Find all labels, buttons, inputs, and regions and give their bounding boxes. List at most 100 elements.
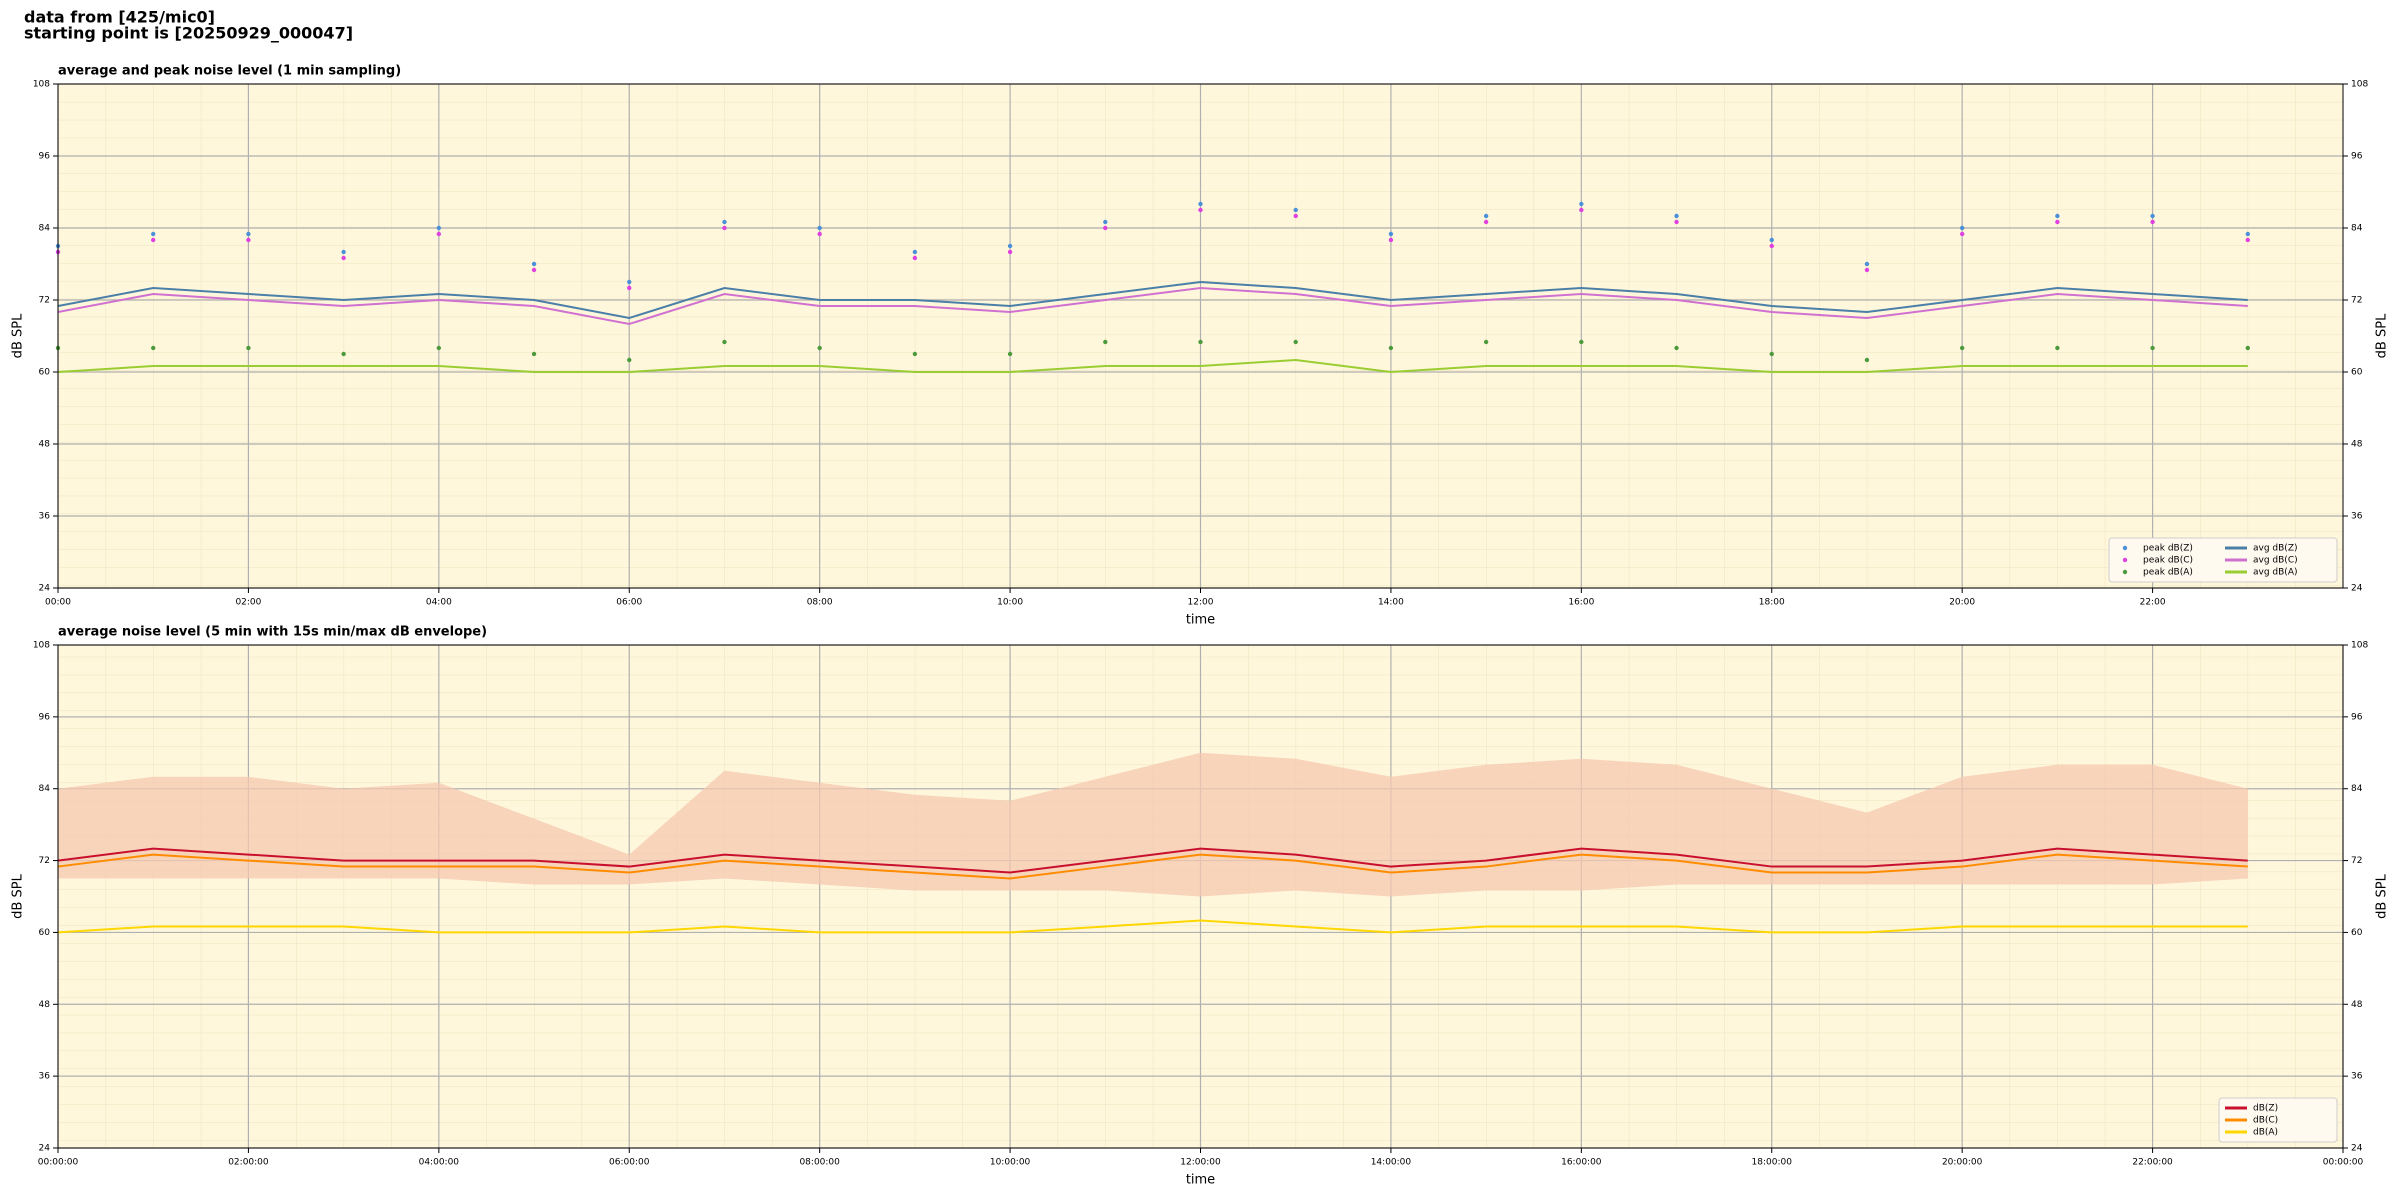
y-tick-label: 36 (2351, 512, 2363, 522)
x-tick-label: 02:00 (235, 598, 261, 608)
peak-point (1864, 261, 1870, 267)
y-tick-label: 48 (2351, 1000, 2363, 1010)
peak-point (1864, 267, 1870, 273)
peak-point (151, 345, 156, 351)
peak-point (912, 351, 918, 357)
peak-point (1959, 231, 1965, 237)
legend-box (2108, 537, 2338, 583)
x-tick-label: 10:00 (997, 598, 1023, 608)
y-tick-label: 36 (39, 1072, 51, 1082)
series-line (57, 280, 2248, 320)
x-tick-label: 22:00:00 (2132, 1158, 2173, 1168)
plot-frame (57, 83, 2344, 589)
y-tick-label: 60 (39, 368, 51, 378)
header-line: data from [425/mic0] (24, 8, 215, 27)
x-tick-label: 02:00:00 (228, 1158, 269, 1168)
x-tick-label: 22:00 (2140, 598, 2166, 608)
y-tick-label: 84 (2351, 784, 2363, 794)
y-tick-label: 96 (2351, 712, 2363, 722)
series-line (57, 919, 2248, 934)
y-tick-label: 24 (2351, 1144, 2363, 1154)
x-tick-label: 20:00 (1949, 598, 1975, 608)
x-tick-label: 16:00 (1568, 598, 1594, 608)
peak-point (1388, 237, 1394, 243)
chart-title: average and peak noise level (1 min samp… (58, 64, 401, 79)
y-tick-label: 84 (2351, 224, 2363, 234)
peak-point (1864, 357, 1870, 363)
x-tick-label: 00:00 (45, 598, 71, 608)
y-tick-label: 60 (2351, 368, 2363, 378)
y-tick-label: 108 (33, 80, 50, 90)
x-tick-label: 08:00:00 (799, 1158, 840, 1168)
y-axis-label: dB SPL (2375, 873, 2390, 918)
peak-point (1959, 345, 1965, 351)
peak-point (1483, 219, 1489, 225)
peak-point (2245, 231, 2250, 237)
peak-point (436, 225, 442, 231)
peak-point (1674, 219, 1679, 225)
peak-point (1293, 339, 1298, 345)
legend-marker (2122, 545, 2128, 551)
legend-marker (2122, 569, 2128, 575)
peak-point (817, 231, 822, 237)
peak-point (1293, 207, 1298, 213)
peak-point (531, 351, 537, 357)
x-tick-label: 18:00:00 (1752, 1158, 1793, 1168)
peak-point (151, 231, 156, 237)
x-tick-label: 12:00:00 (1180, 1158, 1221, 1168)
peak-point (1388, 231, 1394, 237)
header-line: starting point is [20250929_000047] (24, 24, 353, 43)
y-axis-label: dB SPL (11, 313, 26, 358)
y-tick-label: 96 (39, 152, 51, 162)
peak-point (627, 357, 632, 363)
peak-point (1769, 237, 1774, 243)
peak-point (1769, 351, 1774, 357)
x-tick-label: 08:00 (807, 598, 833, 608)
peak-point (912, 255, 918, 261)
y-tick-label: 72 (2351, 296, 2362, 306)
legend-label: peak dB(Z) (2143, 544, 2193, 554)
peak-point (2055, 219, 2060, 225)
y-tick-label: 60 (2351, 928, 2363, 938)
y-tick-label: 108 (2351, 641, 2368, 651)
peak-point (246, 237, 251, 243)
legend-label: avg dB(A) (2253, 568, 2297, 578)
peak-point (1103, 219, 1108, 225)
peak-point (1007, 351, 1013, 357)
peak-point (627, 279, 632, 285)
peak-point (1579, 207, 1584, 213)
peak-point (341, 255, 346, 261)
y-tick-label: 84 (39, 224, 51, 234)
y-tick-label: 48 (2351, 440, 2363, 450)
y-tick-label: 36 (39, 512, 51, 522)
peak-point (722, 339, 727, 345)
legend-label: dB(Z) (2253, 1104, 2278, 1114)
peak-point (1007, 249, 1013, 255)
x-tick-label: 16:00:00 (1561, 1158, 1602, 1168)
peak-point (1674, 213, 1679, 219)
legend-label: dB(C) (2253, 1116, 2278, 1126)
x-tick-label: 06:00:00 (609, 1158, 650, 1168)
peak-point (246, 231, 251, 237)
x-tick-label: 04:00 (426, 598, 452, 608)
y-tick-label: 48 (39, 440, 51, 450)
peak-point (2055, 345, 2060, 351)
x-tick-label: 14:00 (1378, 598, 1404, 608)
peak-point (1103, 339, 1108, 345)
x-tick-label: 00:00:00 (38, 1158, 79, 1168)
y-tick-label: 48 (39, 1000, 51, 1010)
peak-point (436, 231, 442, 237)
y-tick-label: 108 (33, 641, 50, 651)
x-tick-label: 18:00 (1759, 598, 1785, 608)
y-tick-label: 96 (2351, 152, 2363, 162)
peak-point (627, 285, 632, 291)
peak-point (722, 219, 727, 225)
y-tick-label: 24 (39, 1144, 51, 1154)
peak-point (436, 345, 442, 351)
peak-point (817, 345, 822, 351)
y-tick-label: 24 (39, 584, 51, 594)
y-tick-label: 60 (39, 928, 51, 938)
peak-point (1293, 213, 1298, 219)
x-tick-label: 06:00 (616, 598, 642, 608)
